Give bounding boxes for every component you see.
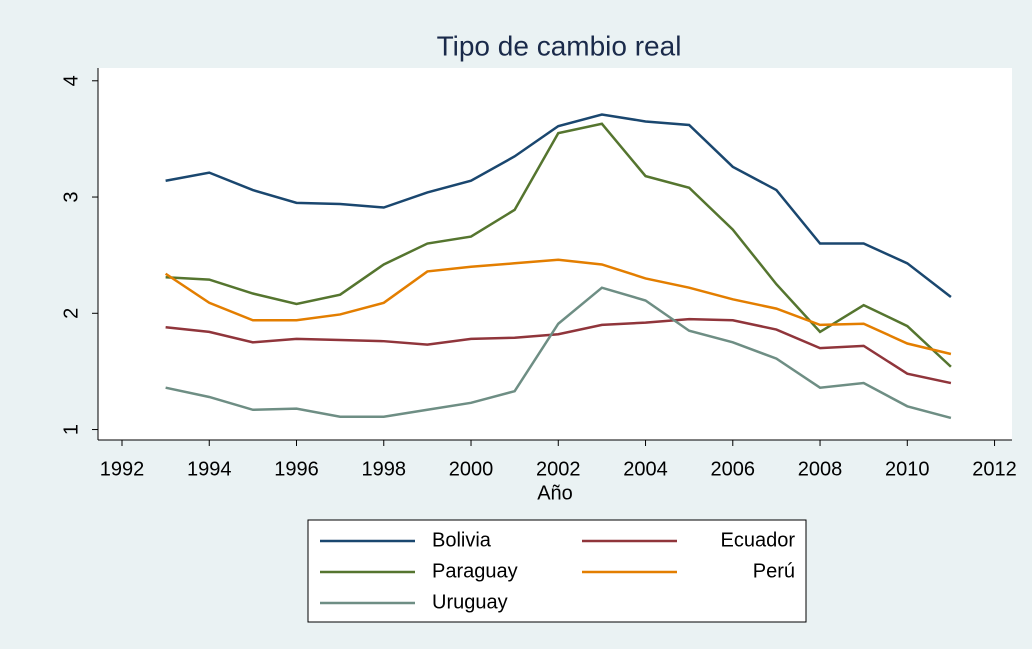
legend-label: Ecuador (721, 529, 796, 551)
x-tick-label: 2006 (711, 458, 756, 480)
series-line (164, 258, 952, 356)
y-tick-label: 3 (60, 191, 82, 202)
y-tick-label: 2 (60, 308, 82, 319)
x-tick-label: 1994 (187, 458, 232, 480)
x-tick-label: 2010 (885, 458, 930, 480)
legend-label: Bolivia (432, 529, 492, 551)
x-tick-label: 2004 (623, 458, 668, 480)
x-axis-label: Año (537, 482, 573, 504)
legend-label: Perú (753, 560, 795, 582)
x-tick-label: 1998 (362, 458, 407, 480)
plot-area (98, 68, 1012, 440)
series-line (165, 113, 952, 299)
x-tick-label: 2012 (972, 458, 1017, 480)
series-line (165, 286, 952, 420)
chart-title: Tipo de cambio real (437, 30, 682, 61)
y-tick-label: 1 (60, 424, 82, 435)
x-tick-label: 2000 (449, 458, 494, 480)
x-tick-label: 1996 (274, 458, 319, 480)
series-line (165, 317, 952, 385)
series-line (165, 122, 952, 368)
x-tick-label: 1992 (100, 458, 145, 480)
legend-label: Paraguay (432, 560, 518, 582)
legend-label: Uruguay (432, 591, 508, 613)
y-tick-label: 4 (60, 75, 82, 86)
x-tick-label: 2002 (536, 458, 581, 480)
x-tick-label: 2008 (798, 458, 843, 480)
